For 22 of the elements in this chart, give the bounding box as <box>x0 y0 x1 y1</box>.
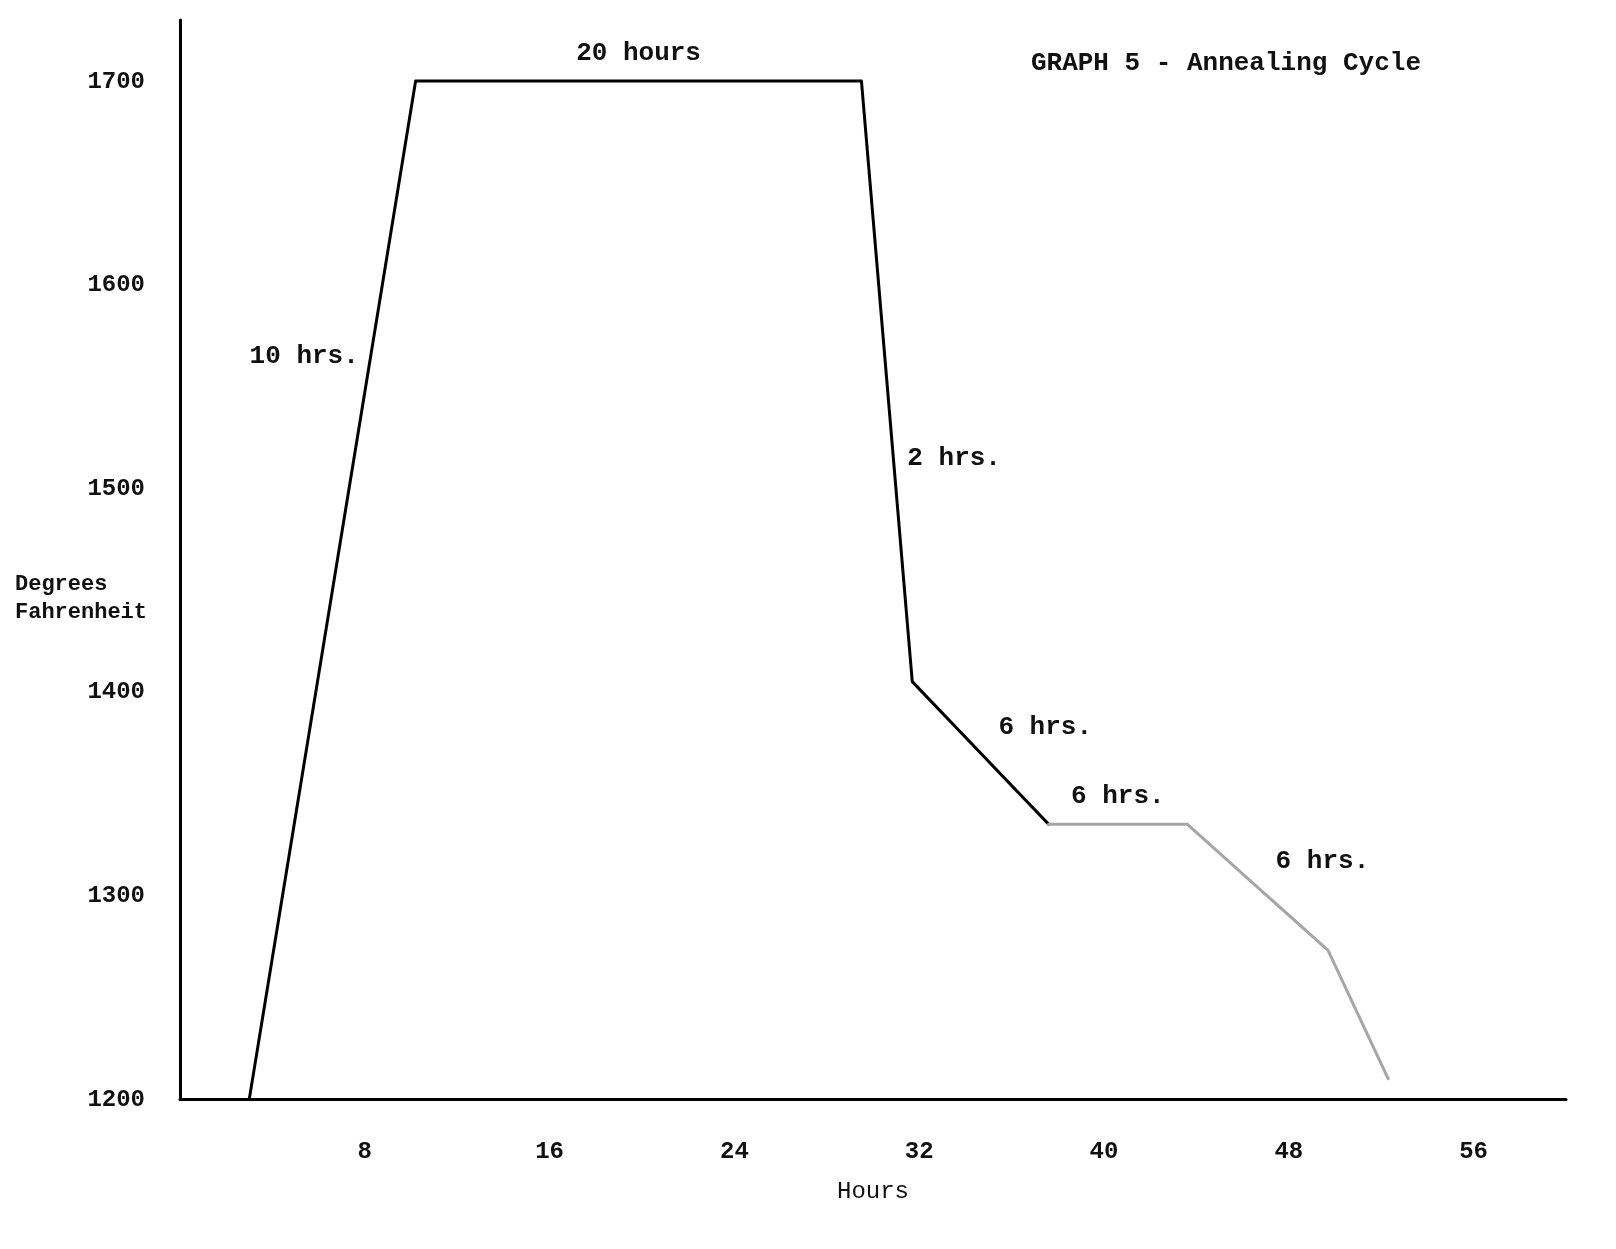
y-tick-label: 1500 <box>87 474 145 502</box>
x-tick-label: 16 <box>535 1137 565 1165</box>
x-axis-title: Hours <box>836 1177 910 1205</box>
y-tick-label: 1200 <box>87 1085 145 1113</box>
x-tick-label: 56 <box>1459 1137 1489 1165</box>
annotation: 6 hrs. <box>1275 846 1370 877</box>
x-tick-label: 32 <box>904 1137 934 1165</box>
y-axis-title: Degrees Fahrenheit <box>15 571 148 625</box>
text: GRAPH 5 - Annealing Cycle <box>1030 48 1422 78</box>
annotation: 2 hrs. <box>907 442 1001 473</box>
x-tick-label: 48 <box>1274 1137 1304 1165</box>
y-tick-label: 1400 <box>87 678 145 706</box>
y-tick-label: 1300 <box>87 881 145 909</box>
x-tick-label: 8 <box>357 1137 372 1165</box>
x-tick-label: 40 <box>1089 1137 1119 1165</box>
annotation: 20 hours <box>576 38 701 69</box>
x-tick-label: 24 <box>719 1137 749 1165</box>
y-tick-label: 1600 <box>87 271 145 299</box>
annotation: 10 hrs. <box>249 340 359 371</box>
annotation: 6 hrs. <box>998 711 1093 742</box>
y-tick-label: 1700 <box>87 67 145 95</box>
annotation: 6 hrs. <box>1071 781 1165 812</box>
